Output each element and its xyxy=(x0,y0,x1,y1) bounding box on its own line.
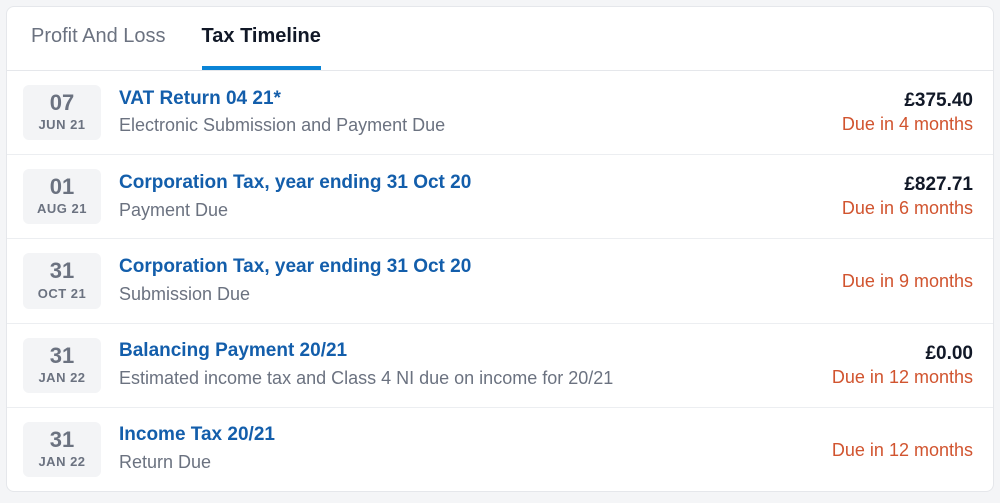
tab-tax-timeline[interactable]: Tax Timeline xyxy=(202,7,321,70)
tabs: Profit And Loss Tax Timeline xyxy=(7,7,993,71)
date-box: 07 JUN 21 xyxy=(23,85,101,140)
date-day: 07 xyxy=(27,91,97,115)
row-right: Due in 9 months xyxy=(803,253,973,308)
row-title-link[interactable]: Corporation Tax, year ending 31 Oct 20 xyxy=(119,171,785,196)
row-amount: £827.71 xyxy=(803,174,973,196)
row-subtitle: Payment Due xyxy=(119,198,785,223)
row-right: £375.40Due in 4 months xyxy=(803,85,973,140)
row-right: Due in 12 months xyxy=(803,422,973,477)
tab-label: Profit And Loss xyxy=(31,25,166,48)
row-body: Balancing Payment 20/21Estimated income … xyxy=(119,338,785,393)
row-title-link[interactable]: VAT Return 04 21* xyxy=(119,87,785,112)
date-box: 31 JAN 22 xyxy=(23,422,101,477)
timeline-row[interactable]: 01 AUG 21 Corporation Tax, year ending 31 … xyxy=(7,155,993,239)
date-day: 31 xyxy=(27,344,97,368)
timeline-row[interactable]: 31 OCT 21 Corporation Tax, year ending 31 … xyxy=(7,239,993,323)
date-day: 01 xyxy=(27,175,97,199)
date-box: 31 OCT 21 xyxy=(23,253,101,308)
row-right: £827.71Due in 6 months xyxy=(803,169,973,224)
row-title-link[interactable]: Income Tax 20/21 xyxy=(119,423,785,448)
row-right: £0.00Due in 12 months xyxy=(803,338,973,393)
date-box: 31 JAN 22 xyxy=(23,338,101,393)
timeline-list: 07 JUN 21 VAT Return 04 21*Electronic Subm… xyxy=(7,71,993,491)
row-body: VAT Return 04 21*Electronic Submission a… xyxy=(119,85,785,140)
date-month: JUN 21 xyxy=(27,117,97,132)
row-title-link[interactable]: Balancing Payment 20/21 xyxy=(119,339,785,364)
date-month: JAN 22 xyxy=(27,454,97,469)
row-body: Income Tax 20/21Return Due xyxy=(119,422,785,477)
tab-profit-and-loss[interactable]: Profit And Loss xyxy=(31,7,166,70)
row-subtitle: Return Due xyxy=(119,450,785,475)
row-subtitle: Submission Due xyxy=(119,282,785,307)
row-due: Due in 4 months xyxy=(803,114,973,135)
row-body: Corporation Tax, year ending 31 Oct 20Su… xyxy=(119,253,785,308)
date-day: 31 xyxy=(27,259,97,283)
date-month: AUG 21 xyxy=(27,201,97,216)
date-day: 31 xyxy=(27,428,97,452)
timeline-row[interactable]: 31 JAN 22 Balancing Payment 20/21Estimated… xyxy=(7,324,993,408)
timeline-row[interactable]: 07 JUN 21 VAT Return 04 21*Electronic Subm… xyxy=(7,71,993,155)
date-month: JAN 22 xyxy=(27,370,97,385)
tab-label: Tax Timeline xyxy=(202,25,321,48)
row-due: Due in 12 months xyxy=(803,367,973,388)
date-month: OCT 21 xyxy=(27,286,97,301)
row-amount: £375.40 xyxy=(803,90,973,112)
row-title-link[interactable]: Corporation Tax, year ending 31 Oct 20 xyxy=(119,255,785,280)
row-subtitle: Estimated income tax and Class 4 NI due … xyxy=(119,366,785,391)
timeline-row[interactable]: 31 JAN 22 Income Tax 20/21Return Due Due in… xyxy=(7,408,993,491)
date-box: 01 AUG 21 xyxy=(23,169,101,224)
row-body: Corporation Tax, year ending 31 Oct 20Pa… xyxy=(119,169,785,224)
row-amount: £0.00 xyxy=(803,343,973,365)
row-subtitle: Electronic Submission and Payment Due xyxy=(119,113,785,138)
row-due: Due in 9 months xyxy=(803,271,973,292)
tax-timeline-card: Profit And Loss Tax Timeline 07 JUN 21 VAT… xyxy=(6,6,994,492)
row-due: Due in 6 months xyxy=(803,198,973,219)
row-due: Due in 12 months xyxy=(803,440,973,461)
